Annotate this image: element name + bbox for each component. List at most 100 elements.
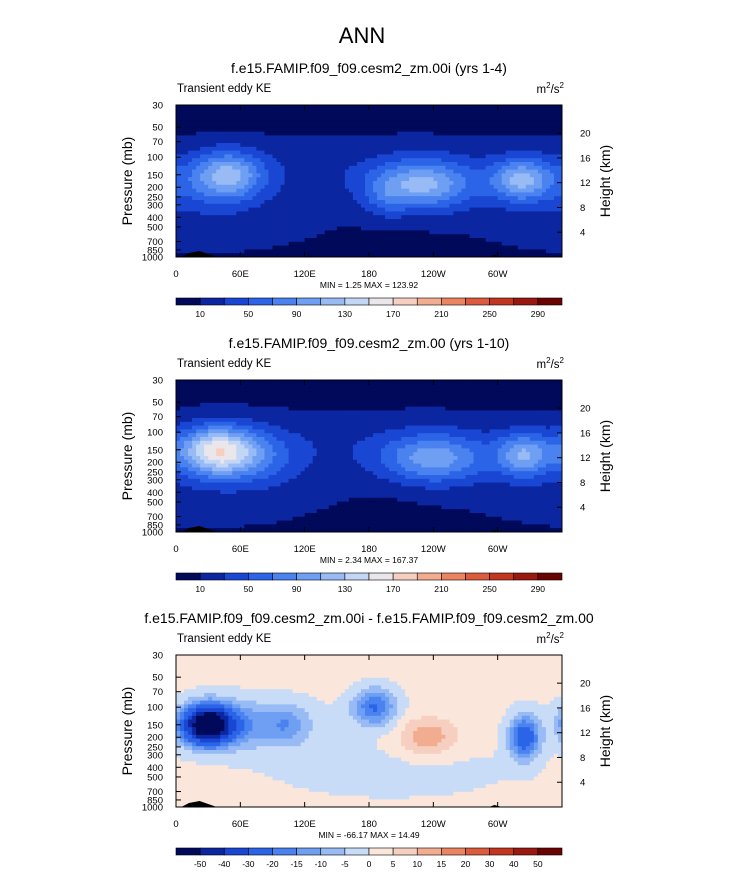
field-cell xyxy=(381,414,386,419)
field-cell xyxy=(457,226,463,231)
field-cell xyxy=(252,177,258,182)
field-cell xyxy=(445,169,451,174)
field-cell xyxy=(497,241,503,247)
field-cell xyxy=(525,211,531,216)
field-cell xyxy=(549,207,555,212)
field-cell xyxy=(501,406,507,411)
field-cell xyxy=(405,410,410,415)
field-cell xyxy=(529,215,535,220)
field-cell xyxy=(369,143,374,148)
field-cell xyxy=(236,406,241,411)
field-cell xyxy=(312,162,318,167)
field-cell xyxy=(192,169,197,174)
field-cell xyxy=(509,219,515,224)
field-cell xyxy=(260,211,266,216)
field-cell xyxy=(489,127,495,133)
field-cell xyxy=(180,391,185,396)
field-cell xyxy=(457,120,463,125)
field-cell xyxy=(497,249,503,254)
field-cell xyxy=(433,188,438,193)
field-cell xyxy=(389,150,394,155)
field-cell xyxy=(517,108,523,114)
field-cell xyxy=(340,406,346,411)
field-cell xyxy=(557,112,562,117)
field-cell xyxy=(312,105,318,110)
field-cell xyxy=(232,196,237,201)
field-cell xyxy=(453,207,459,212)
field-cell xyxy=(517,215,523,220)
field-cell xyxy=(216,230,221,235)
field-cell xyxy=(276,402,282,408)
field-cell xyxy=(252,192,258,197)
field-cell xyxy=(364,124,370,129)
field-cell xyxy=(485,253,491,257)
field-cell xyxy=(268,124,274,129)
field-cell xyxy=(240,219,245,224)
field-cell xyxy=(332,414,338,419)
field-cell xyxy=(533,150,539,155)
field-cell xyxy=(529,249,535,254)
field-cell xyxy=(276,112,282,117)
field-cell xyxy=(425,249,430,254)
field-cell xyxy=(533,162,539,167)
field-cell xyxy=(509,383,515,389)
field-cell xyxy=(557,108,562,114)
field-cell xyxy=(397,169,402,174)
field-cell xyxy=(489,188,495,193)
field-cell xyxy=(429,391,434,396)
field-cell xyxy=(481,116,487,121)
field-cell xyxy=(541,387,547,392)
field-cell xyxy=(449,402,455,408)
field-cell xyxy=(425,230,430,235)
field-cell xyxy=(360,399,366,404)
field-cell xyxy=(497,211,503,216)
field-cell xyxy=(316,188,322,193)
field-cell xyxy=(316,211,322,216)
field-cell xyxy=(493,146,499,152)
field-cell xyxy=(352,112,358,117)
field-cell xyxy=(212,402,217,408)
field-cell xyxy=(296,188,302,193)
field-cell xyxy=(485,207,491,212)
field-cell xyxy=(377,391,382,396)
field-cell xyxy=(260,143,266,148)
field-cell xyxy=(264,222,270,228)
field-cell xyxy=(208,127,213,133)
field-cell xyxy=(364,177,370,182)
field-cell xyxy=(509,162,515,167)
field-cell xyxy=(304,226,310,231)
field-cell xyxy=(473,380,479,385)
field-cell xyxy=(336,196,342,201)
field-cell xyxy=(553,143,559,148)
field-cell xyxy=(445,234,451,239)
field-cell xyxy=(377,410,382,415)
field-cell xyxy=(180,131,185,136)
field-cell xyxy=(529,154,535,159)
field-cell xyxy=(236,184,241,190)
field-cell xyxy=(308,402,314,408)
field-cell xyxy=(260,169,266,174)
field-cell xyxy=(385,181,390,186)
field-cell xyxy=(505,383,511,389)
field-cell xyxy=(300,395,306,400)
field-cell xyxy=(320,203,326,209)
field-cell xyxy=(457,177,463,182)
field-cell xyxy=(316,108,322,114)
field-cell xyxy=(457,127,463,133)
field-cell xyxy=(465,188,471,193)
field-cell xyxy=(437,402,442,408)
field-cell xyxy=(268,215,274,220)
field-cell xyxy=(224,135,229,140)
field-cell xyxy=(457,215,463,220)
field-cell xyxy=(433,207,438,212)
field-cell xyxy=(244,383,249,389)
field-cell xyxy=(493,249,499,254)
field-cell xyxy=(537,253,543,257)
x-tick-label: 0 xyxy=(173,269,178,280)
field-cell xyxy=(533,169,539,174)
field-cell xyxy=(192,387,197,392)
panel-title: f.e15.FAMIP.f09_f09.cesm2_zm.00 (yrs 1-1… xyxy=(229,335,510,351)
field-cell xyxy=(401,380,406,385)
field-cell xyxy=(481,112,487,117)
field-cell xyxy=(449,207,455,212)
